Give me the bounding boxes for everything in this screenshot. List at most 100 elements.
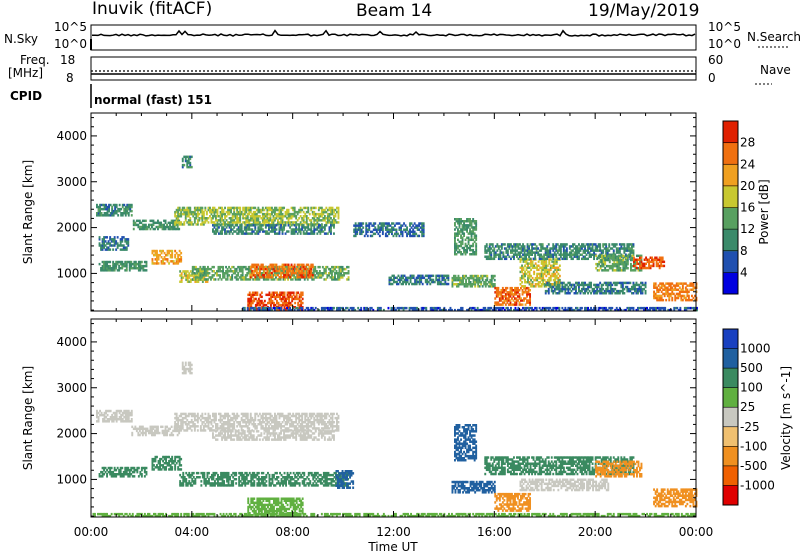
echo-cell — [405, 306, 408, 310]
echo-cell — [337, 306, 340, 310]
echo-cell — [388, 232, 390, 236]
echo-cell — [307, 306, 310, 310]
echo-cell — [605, 251, 608, 254]
echo-cell — [181, 157, 184, 161]
echo-cell — [137, 219, 140, 223]
echo-cell — [578, 257, 580, 261]
echo-cell — [470, 308, 473, 312]
echo-cell — [181, 163, 184, 167]
echo-cell — [287, 265, 290, 269]
echo-cell — [124, 260, 127, 264]
echo-cell — [686, 290, 689, 294]
echo-cell — [251, 269, 254, 273]
echo-cell — [230, 226, 233, 229]
echo-cell — [268, 219, 270, 222]
echo-cell — [465, 278, 468, 282]
echo-cell — [264, 206, 267, 210]
echo-cell — [423, 276, 426, 280]
echo-cell — [464, 242, 467, 246]
echo-cell — [521, 299, 524, 302]
echo-cell — [280, 275, 283, 279]
echo-cell — [607, 258, 610, 262]
echo-cell — [337, 217, 340, 220]
echo-cell — [225, 265, 228, 269]
echo-cell — [180, 274, 183, 277]
echo-cell — [292, 223, 295, 226]
echo-cell — [652, 306, 655, 310]
echo-cell — [494, 308, 497, 312]
echo-cell — [485, 249, 488, 252]
echo-cell — [303, 278, 306, 281]
echo-cell — [516, 255, 518, 258]
echo-cell — [197, 272, 200, 275]
echo-cell — [314, 219, 317, 222]
echo-cell — [251, 299, 254, 303]
echo-cell — [515, 286, 518, 290]
echo-cell — [305, 270, 308, 273]
echo-cell — [599, 249, 602, 252]
echo-cell — [620, 260, 623, 264]
echo-cell — [512, 289, 515, 292]
echo-cell — [687, 284, 690, 287]
echo-cell — [475, 253, 478, 256]
echo-cell — [153, 262, 155, 265]
echo-cell — [648, 258, 651, 261]
echo-cell — [588, 253, 591, 256]
echo-cell — [121, 264, 124, 268]
echo-cell — [98, 244, 101, 247]
echo-cell — [543, 257, 546, 261]
echo-cell — [268, 226, 270, 229]
echo-cell — [156, 251, 158, 255]
echo-cell — [494, 253, 497, 256]
echo-cell — [237, 219, 240, 222]
echo-cell — [297, 303, 300, 307]
echo-cell — [677, 284, 680, 287]
echo-cell — [505, 249, 508, 252]
echo-cell — [409, 232, 412, 236]
echo-cell — [196, 223, 199, 226]
echo-cell — [649, 306, 652, 310]
echo-cell — [604, 256, 607, 260]
echo-cell — [657, 284, 660, 287]
echo-cell — [287, 276, 290, 279]
echo-cell — [641, 289, 644, 293]
echo-cell — [558, 253, 561, 256]
echo-cell — [368, 222, 371, 225]
echo-cell — [291, 297, 294, 301]
echo-cell — [191, 265, 194, 269]
echo-cell — [559, 253, 562, 256]
echo-cell — [271, 265, 273, 269]
echo-cell — [228, 230, 231, 233]
echo-cell — [473, 251, 476, 254]
echo-cell — [140, 227, 143, 231]
echo-cell — [488, 251, 491, 254]
echo-cell — [485, 257, 488, 261]
echo-cell — [418, 282, 421, 286]
echo-cell — [458, 251, 461, 254]
echo-cell — [274, 226, 276, 229]
echo-cell — [289, 226, 292, 229]
echo-cell — [106, 212, 109, 215]
echo-cell — [585, 308, 588, 312]
echo-cell — [547, 283, 550, 287]
echo-cell — [156, 253, 158, 257]
echo-cell — [593, 308, 596, 312]
echo-cell — [100, 207, 103, 211]
echo-cell — [414, 278, 417, 282]
echo-cell — [520, 249, 523, 252]
echo-cell — [656, 306, 659, 310]
echo-cell — [467, 236, 470, 239]
echo-cell — [511, 286, 513, 290]
echo-cell — [260, 291, 263, 294]
echo-cell — [632, 306, 635, 310]
echo-cell — [267, 272, 270, 275]
echo-cell — [467, 220, 470, 223]
echo-cell — [543, 268, 546, 272]
echo-cell — [609, 253, 612, 256]
echo-cell — [609, 308, 612, 312]
echo-cell — [250, 297, 253, 301]
echo-cell — [481, 274, 484, 278]
echo-cell — [271, 301, 274, 305]
echo-cell — [643, 264, 646, 268]
echo-cell — [154, 258, 157, 261]
